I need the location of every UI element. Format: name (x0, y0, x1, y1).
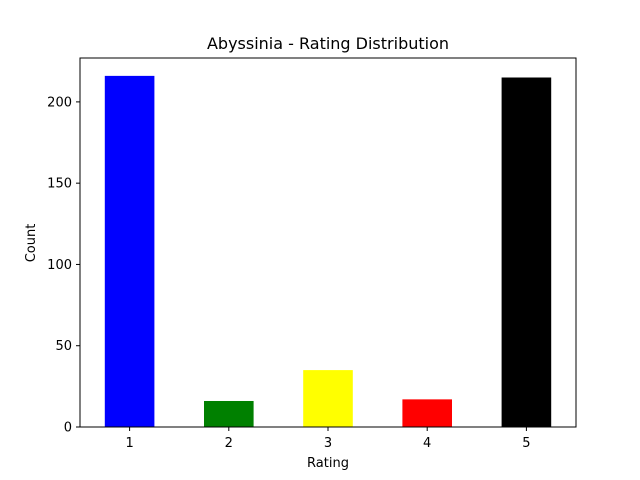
bar-rating-1 (104, 75, 155, 428)
x-tick-label: 5 (522, 436, 530, 451)
bar-rating-5 (501, 77, 552, 428)
bars-group (104, 75, 552, 428)
x-tick-label: 2 (225, 436, 233, 451)
bar-rating-2 (204, 400, 254, 427)
y-tick-label: 200 (47, 95, 72, 110)
y-axis-label: Count (24, 224, 39, 263)
x-tick-label: 4 (423, 436, 431, 451)
y-axis-ticks: 0 50 100 150 200 (47, 95, 80, 436)
x-axis-ticks: 1 2 3 4 5 (125, 427, 531, 451)
plot-frame (79, 57, 577, 428)
chart-title: Abyssinia - Rating Distribution (207, 34, 449, 53)
y-tick-label: 0 (64, 421, 72, 436)
bar-rating-3 (303, 370, 353, 427)
y-tick-label: 50 (55, 339, 72, 354)
x-tick-label: 3 (324, 436, 332, 451)
y-tick-label: 150 (47, 177, 72, 192)
bar-rating-4 (402, 399, 452, 427)
x-tick-label: 1 (125, 436, 133, 451)
y-tick-label: 100 (47, 258, 72, 273)
x-axis-label: Rating (307, 456, 349, 471)
